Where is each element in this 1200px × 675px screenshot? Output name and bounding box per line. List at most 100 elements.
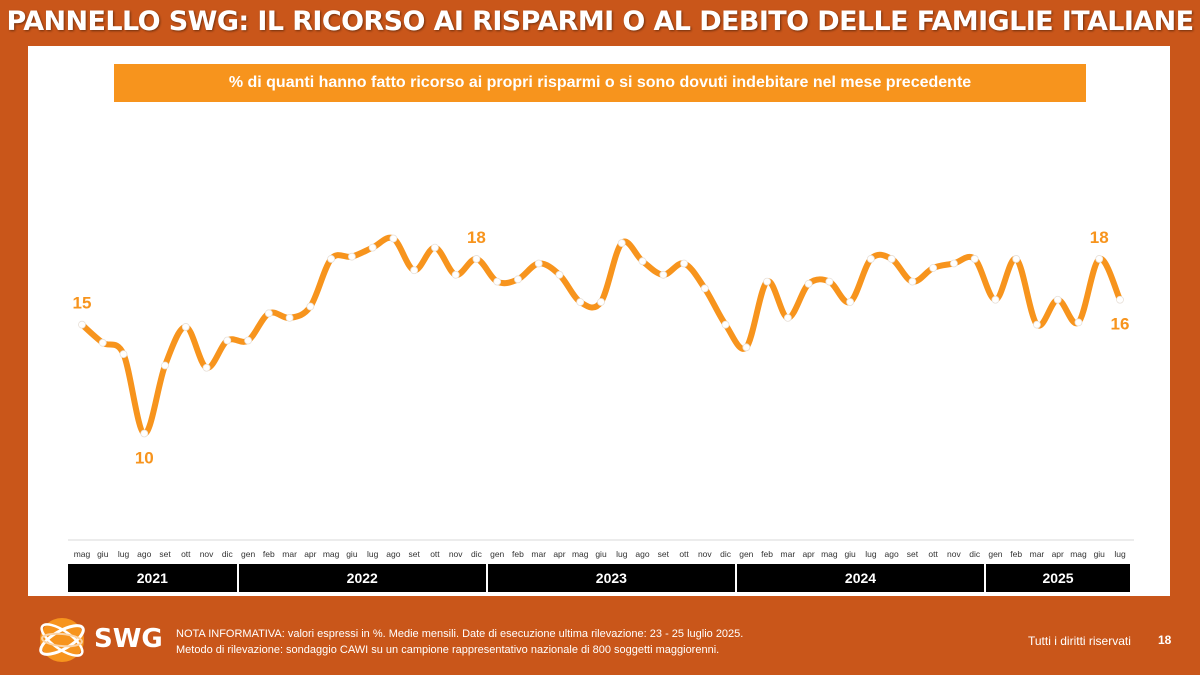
data-point [306, 302, 315, 311]
x-tick-label: mar [1030, 549, 1045, 559]
data-point [970, 255, 979, 263]
data-point [244, 336, 252, 345]
data-point [866, 255, 875, 263]
year-label-2022: 2022 [238, 564, 486, 592]
data-point [140, 429, 149, 438]
footer-note-line2: Metodo di rilevazione: sondaggio CAWI su… [176, 644, 720, 656]
data-label: 16 [1111, 315, 1130, 334]
x-tick-label: apr [1052, 549, 1064, 559]
x-tick-label: nov [449, 549, 463, 559]
globe-icon [39, 618, 85, 662]
data-point [950, 259, 958, 268]
x-tick-label: ott [928, 549, 938, 559]
x-tick-label: mar [531, 549, 546, 559]
x-tick-label: dic [222, 549, 234, 559]
data-point [472, 255, 481, 263]
footer-note: NOTA INFORMATIVA: valori espressi in %. … [176, 626, 743, 658]
series-line [79, 234, 1123, 437]
x-tick-label: nov [947, 549, 961, 559]
x-tick-label: giu [346, 549, 358, 559]
data-point [908, 277, 917, 286]
data-point [638, 257, 647, 266]
data-point [514, 275, 522, 284]
x-tick-label: giu [595, 549, 607, 559]
x-tick-label: ott [430, 549, 440, 559]
x-tick-label: ott [679, 549, 689, 559]
data-point [721, 320, 730, 329]
x-tick-label: gen [241, 549, 255, 559]
x-tick-label: apr [802, 549, 814, 559]
data-point [1053, 295, 1062, 304]
x-tick-label: set [907, 549, 919, 559]
data-point [659, 270, 668, 279]
page-number: 18 [1158, 633, 1172, 647]
data-point [887, 255, 896, 263]
data-point [617, 239, 626, 247]
data-point [493, 277, 502, 286]
x-tick-label: feb [1010, 549, 1022, 559]
data-point [804, 279, 813, 288]
x-tick-label: mag [572, 549, 589, 559]
x-tick-label: mag [74, 549, 91, 559]
x-tick-label: ago [635, 549, 649, 559]
x-tick-label: feb [761, 549, 773, 559]
x-tick-label: giu [1094, 549, 1106, 559]
x-tick-label: dic [969, 549, 981, 559]
x-tick-label: ago [386, 549, 400, 559]
data-point [700, 284, 709, 293]
x-tick-label: set [159, 549, 171, 559]
x-tick-label: ago [137, 549, 151, 559]
data-point [1033, 320, 1041, 329]
x-tick-label: dic [471, 549, 483, 559]
data-point [389, 234, 398, 243]
x-tick-label: feb [263, 549, 275, 559]
data-point [597, 298, 605, 306]
x-tick-label: mag [821, 549, 838, 559]
x-tick-label: set [408, 549, 420, 559]
x-tick-label: giu [97, 549, 109, 559]
x-tick-label: lug [616, 549, 628, 559]
data-point [181, 323, 190, 331]
data-point [576, 298, 585, 306]
data-point [680, 259, 688, 268]
x-tick-label: lug [118, 549, 130, 559]
x-tick-label: lug [367, 549, 379, 559]
data-point [119, 350, 128, 359]
x-tick-label: lug [1114, 549, 1126, 559]
year-label-2021: 2021 [68, 564, 237, 592]
data-point [1012, 255, 1021, 263]
data-point [929, 264, 938, 272]
data-point [223, 336, 232, 345]
x-tick-label: nov [200, 549, 214, 559]
data-label: 10 [135, 448, 154, 467]
data-point [161, 361, 169, 370]
x-tick-label: feb [512, 549, 524, 559]
data-label: 18 [467, 228, 486, 247]
logo-text: SWG [94, 624, 163, 654]
x-tick-label: mar [282, 549, 297, 559]
chart-panel: % di quanti hanno fatto ricorso ai propr… [28, 46, 1170, 596]
data-point [327, 255, 336, 263]
year-label-2023: 2023 [487, 564, 735, 592]
x-tick-label: nov [698, 549, 712, 559]
x-tick-label: mag [1070, 549, 1087, 559]
footer-note-line1: NOTA INFORMATIVA: valori espressi in %. … [176, 628, 744, 640]
data-point [202, 363, 211, 372]
x-tick-label: gen [988, 549, 1002, 559]
x-tick-label: apr [304, 549, 316, 559]
data-point [451, 270, 460, 279]
x-tick-label: lug [865, 549, 877, 559]
data-point [825, 277, 834, 286]
data-point [368, 243, 377, 252]
data-point [555, 270, 564, 279]
x-tick-label: apr [553, 549, 565, 559]
x-tick-label: mar [781, 549, 796, 559]
data-point [1116, 295, 1124, 304]
data-point [1095, 255, 1104, 263]
x-tick-label: mag [323, 549, 340, 559]
chart-subtitle: % di quanti hanno fatto ricorso ai propr… [114, 64, 1086, 102]
data-point [285, 313, 294, 322]
year-label-2025: 2025 [986, 564, 1130, 592]
x-tick-label: giu [844, 549, 856, 559]
